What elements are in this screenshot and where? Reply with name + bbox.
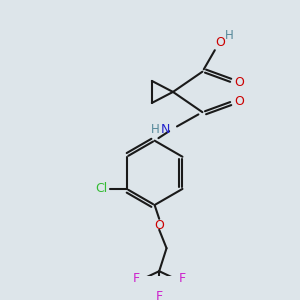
- Text: O: O: [234, 76, 244, 89]
- Text: H: H: [151, 123, 160, 136]
- Text: O: O: [154, 219, 164, 232]
- Text: F: F: [156, 290, 163, 300]
- Text: Cl: Cl: [95, 182, 107, 195]
- Text: H: H: [225, 29, 233, 42]
- Text: N: N: [161, 123, 170, 136]
- Text: F: F: [178, 272, 186, 285]
- Text: F: F: [133, 272, 140, 285]
- Text: O: O: [215, 36, 225, 49]
- Text: O: O: [234, 94, 244, 108]
